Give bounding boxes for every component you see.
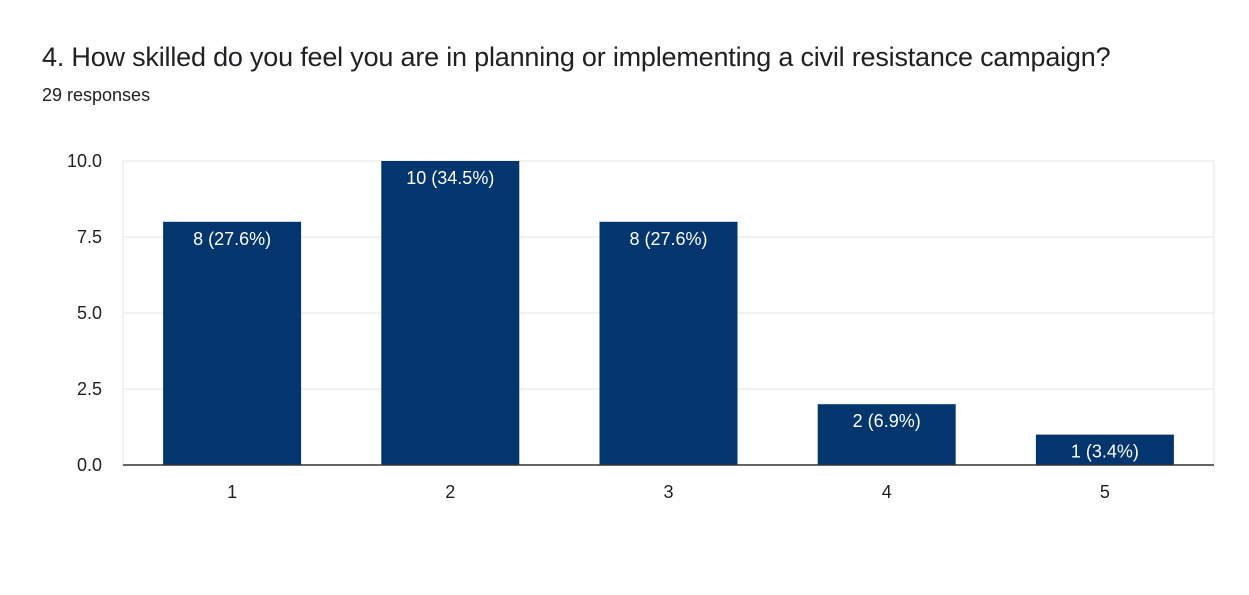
x-tick-label: 4 [882,482,892,502]
y-tick-label: 5.0 [77,303,102,323]
bar[interactable] [817,404,956,465]
question-title: 4. How skilled do you feel you are in pl… [42,42,1111,72]
x-axis-ticks: 1 2 3 4 5 [227,482,1110,502]
bar-data-label: 2 (6.9%) [853,411,921,431]
y-tick-label: 2.5 [77,379,102,399]
bar-data-label: 8 (27.6%) [629,229,707,249]
bar[interactable] [163,221,302,465]
y-tick-label: 7.5 [77,227,102,247]
x-tick-label: 1 [227,482,237,502]
bar-data-labels: 8 (27.6%) 10 (34.5%) 8 (27.6%) 2 (6.9%) 1 (3… [193,168,1139,462]
response-count: 29 responses [42,85,151,105]
x-tick-label: 5 [1100,482,1110,502]
y-tick-label: 10.0 [67,151,102,171]
bar-data-label: 10 (34.5%) [406,168,494,188]
bar[interactable] [599,221,738,465]
y-axis-ticks: 0.0 2.5 5.0 7.5 10.0 [67,151,102,475]
bar-data-label: 8 (27.6%) [193,229,271,249]
y-tick-label: 0.0 [77,455,102,475]
bar[interactable] [381,161,520,465]
bars [163,161,1174,465]
x-tick-label: 2 [445,482,455,502]
bar[interactable] [1035,434,1174,465]
x-tick-label: 3 [663,482,673,502]
bar-data-label: 1 (3.4%) [1071,442,1139,462]
